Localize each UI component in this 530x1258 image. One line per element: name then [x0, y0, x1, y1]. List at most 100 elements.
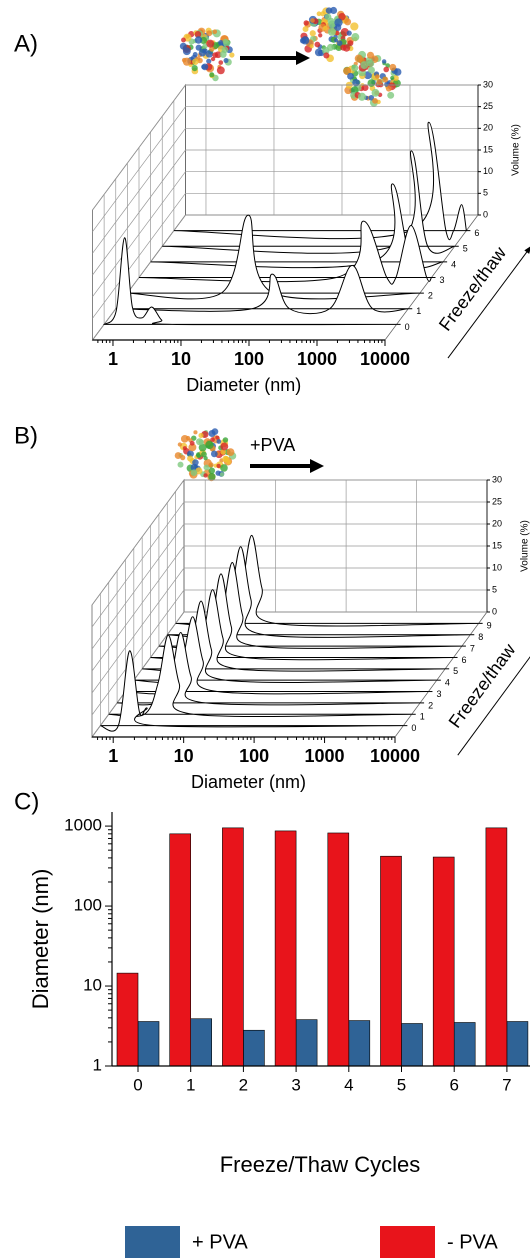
y-tick-label: 30 [492, 474, 502, 484]
protein-dot [334, 30, 340, 36]
grid-line [92, 106, 478, 232]
x-tick-label: 5 [397, 1075, 406, 1094]
protein-dot [193, 430, 198, 435]
distribution-curve [138, 220, 432, 285]
legend-label: + PVA [192, 1231, 248, 1253]
y-axis-label: Volume (%) [511, 124, 522, 176]
distribution-curve [173, 121, 467, 241]
z-tick-label: 8 [478, 632, 483, 642]
protein-dot [372, 97, 378, 104]
y-tick-label: 1 [93, 1055, 102, 1074]
protein-dot [393, 75, 399, 81]
annotation: +PVA [250, 435, 295, 455]
protein-dot [325, 7, 333, 14]
protein-dot [189, 440, 195, 446]
x-tick-label: 1 [108, 349, 118, 369]
protein-dot [368, 94, 375, 101]
grid-line [91, 545, 487, 672]
protein-dot [336, 40, 343, 46]
protein-dot [340, 28, 349, 37]
protein-dot [343, 67, 352, 76]
protein-dot [381, 59, 387, 64]
y-tick-label: 10 [483, 166, 493, 176]
protein-dot [309, 44, 314, 49]
x-tick-label: 4 [344, 1075, 353, 1094]
bar [169, 833, 191, 1067]
protein-dot [302, 26, 309, 33]
protein-dot [206, 30, 213, 37]
protein-dot [220, 449, 226, 455]
protein-dot [190, 469, 198, 477]
protein-dot [203, 464, 210, 471]
y-axis-label: Volume (%) [520, 520, 530, 572]
bar [243, 1029, 265, 1067]
protein-dot [385, 85, 392, 92]
x-tick-label: 1 [108, 746, 118, 766]
protein-dot [208, 429, 216, 438]
protein-dot [223, 58, 229, 64]
bar [116, 972, 139, 1067]
y-tick-label: 25 [492, 496, 502, 506]
protein-dot [205, 50, 213, 58]
protein-dot [210, 437, 215, 442]
distribution-curve [100, 650, 404, 732]
y-tick-label: 15 [492, 540, 502, 550]
protein-dot [374, 74, 380, 79]
protein-dot [222, 437, 229, 443]
x-axis-label: Diameter (nm) [191, 772, 306, 792]
y-tick-label: 100 [74, 896, 102, 915]
grid-line [91, 479, 487, 606]
z-arrow-head [524, 246, 530, 254]
y-tick-label: 25 [483, 101, 493, 111]
grid-line [173, 100, 467, 231]
grid-line [91, 523, 487, 650]
z-tick-label: 3 [440, 275, 445, 285]
y-tick-label: 30 [483, 79, 493, 89]
panel-label: B) [14, 422, 38, 449]
protein-dot [210, 56, 216, 62]
protein-dot [346, 30, 352, 36]
protein-dot [299, 37, 306, 44]
protein-dot [187, 450, 194, 458]
x-tick-label: 10000 [360, 349, 410, 369]
protein-dot [195, 44, 202, 51]
bar [295, 1019, 318, 1067]
protein-dot [368, 66, 375, 74]
protein-dot [344, 18, 352, 26]
protein-dot [203, 455, 208, 461]
protein-dot [188, 443, 197, 452]
z-tick-label: 0 [411, 723, 416, 733]
legend-swatch [380, 1226, 435, 1258]
protein-dot [198, 48, 207, 57]
protein-dot [182, 47, 191, 56]
grid-line [91, 501, 487, 628]
bar [274, 830, 297, 1067]
z-tick-label: 9 [487, 621, 492, 631]
protein-dot [201, 451, 207, 458]
x-tick-label: 1000 [305, 746, 345, 766]
bar [348, 1020, 371, 1067]
protein-dot [338, 13, 346, 21]
arrow-head [296, 51, 310, 65]
protein-dot [390, 75, 395, 81]
grid-line [91, 567, 487, 694]
protein-dot [205, 440, 214, 450]
protein-dot [182, 446, 187, 451]
protein-dot [320, 11, 326, 17]
z-tick-label: 1 [420, 712, 425, 722]
protein-dot [195, 438, 204, 446]
protein-dot [191, 65, 198, 72]
protein-dot [203, 473, 208, 478]
protein-dot [177, 461, 184, 468]
protein-dot [194, 31, 202, 38]
z-tick-label: 1 [416, 306, 421, 316]
protein-dot [220, 442, 229, 451]
x-tick-label: 2 [239, 1075, 248, 1094]
protein-dot [340, 44, 347, 51]
x-tick-label: 10 [174, 746, 194, 766]
z-tick-label: 0 [405, 322, 410, 332]
protein-dot [208, 472, 216, 481]
protein-dot [333, 38, 339, 43]
protein-dot [192, 459, 199, 466]
x-tick-label: 1 [186, 1075, 195, 1094]
